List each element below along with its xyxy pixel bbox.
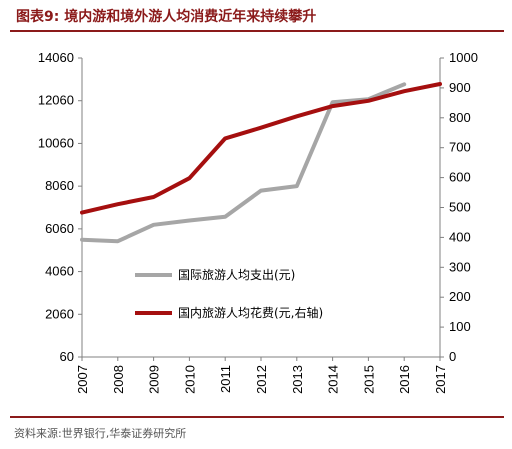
right-tick-label: 300 — [449, 259, 471, 274]
left-axis-ticks: 60 2060 4060 6060 8060 10060 12060 14060 — [38, 50, 82, 364]
x-tick-label: 2015 — [361, 365, 376, 394]
left-tick-label: 10060 — [38, 135, 74, 150]
legend-label: 国际旅游人均支出(元) — [178, 268, 295, 282]
x-tick-label: 2008 — [111, 365, 126, 394]
left-tick-label: 12060 — [38, 93, 74, 108]
x-tick-label: 2010 — [182, 365, 197, 394]
footer-divider — [10, 416, 504, 418]
right-tick-label: 600 — [449, 170, 471, 185]
left-tick-label: 60 — [60, 349, 74, 364]
legend-label: 国内旅游人均花费(元,右轴) — [178, 305, 323, 320]
left-tick-label: 8060 — [45, 178, 74, 193]
right-tick-label: 0 — [449, 349, 456, 364]
x-tick-label: 2013 — [290, 365, 305, 394]
title-divider — [10, 30, 504, 32]
chart-legend: 国际旅游人均支出(元) 国内旅游人均花费(元,右轴) — [135, 268, 323, 320]
domestic-spend-line — [80, 82, 442, 215]
x-tick-label: 2009 — [147, 365, 162, 394]
x-tick-label: 2007 — [75, 365, 90, 394]
right-axis-ticks: 0 100 200 300 400 500 600 700 800 900 1000 — [440, 50, 478, 364]
right-tick-label: 700 — [449, 140, 471, 155]
x-tick-label: 2011 — [218, 365, 233, 393]
source-note: 资料来源:世界银行,华泰证券研究所 — [14, 427, 187, 440]
x-axis-ticks: 2007 2008 2009 2010 2011 2012 2013 2014 2015 2016… — [75, 357, 448, 394]
right-tick-label: 500 — [449, 200, 471, 215]
x-tick-label: 2017 — [433, 365, 448, 394]
right-tick-label: 100 — [449, 319, 471, 334]
right-tick-label: 800 — [449, 110, 471, 125]
x-tick-label: 2016 — [397, 365, 412, 394]
left-tick-label: 2060 — [45, 306, 74, 321]
left-tick-label: 6060 — [45, 221, 74, 236]
right-tick-label: 200 — [449, 289, 471, 304]
series-lines — [80, 82, 442, 244]
right-tick-label: 400 — [449, 229, 471, 244]
x-tick-label: 2012 — [254, 365, 269, 394]
left-tick-label: 4060 — [45, 264, 74, 279]
x-tick-label: 2014 — [326, 365, 341, 394]
international-spend-line — [80, 82, 407, 244]
right-tick-label: 1000 — [449, 50, 478, 65]
chart-header: 图表9: 境内游和境外游人均消费近年来持续攀升 — [0, 0, 512, 40]
left-tick-label: 14060 — [38, 50, 74, 65]
chart-title: 图表9: 境内游和境外游人均消费近年来持续攀升 — [16, 9, 317, 25]
right-tick-label: 900 — [449, 80, 471, 95]
